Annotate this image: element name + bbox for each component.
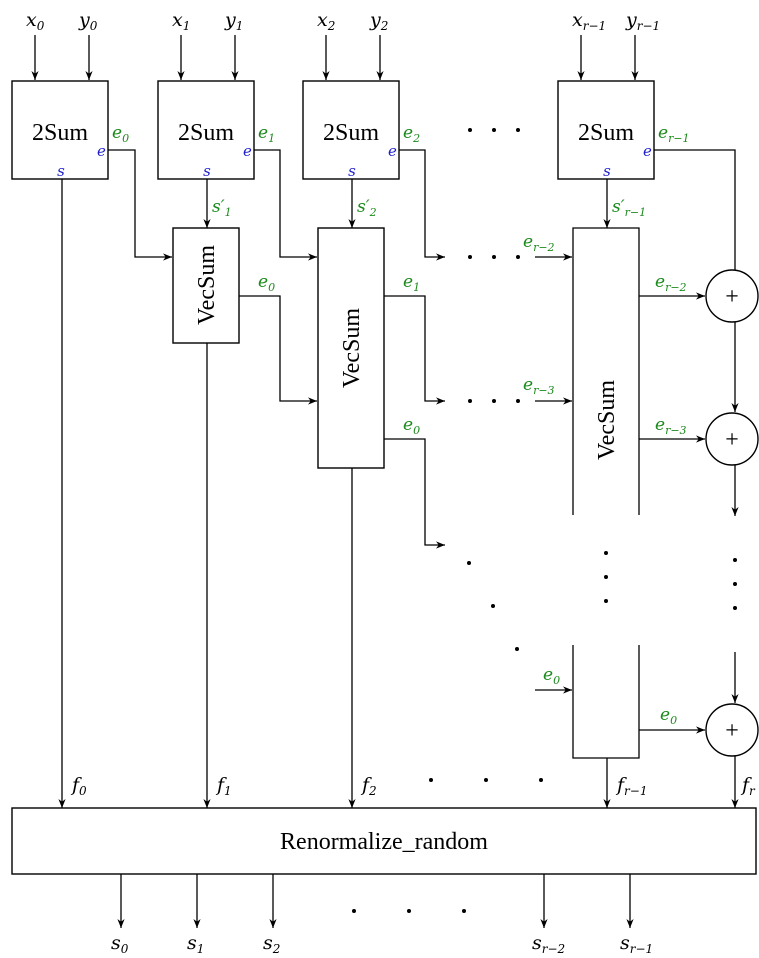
vecsumr-in-er3-label: er−3: [523, 375, 555, 397]
vecsum-label: VecSum: [194, 245, 220, 325]
ellipsis-mid-2: [468, 399, 520, 403]
s-port-label: s: [603, 162, 611, 180]
vecsumr-in-e0-label: e0: [543, 665, 560, 687]
vecsumr-out-er2-label: er−2: [655, 272, 687, 294]
ellipsis-diagonal: [467, 561, 519, 651]
fr-label: fr: [740, 774, 756, 798]
twosum-block-1: 2Sum s e: [157, 80, 255, 180]
twosum-block-2: 2Sum s e: [302, 80, 400, 180]
sr2-label: sr−2: [532, 932, 565, 956]
adder-3: +: [705, 703, 759, 757]
input-x0-label: x0: [26, 9, 45, 33]
err-label-e2: e2: [403, 123, 420, 145]
s-prime-1-label: s′1: [212, 197, 232, 219]
ellipsis-mid-1: [468, 255, 520, 259]
twosum-label: 2Sum: [178, 120, 234, 146]
renormalize-label: Renormalize_random: [280, 829, 488, 855]
plus-icon: +: [725, 284, 739, 310]
twosum-label: 2Sum: [578, 120, 634, 146]
vecsumr-out-e0-label: e0: [660, 705, 677, 727]
plus-icon: +: [725, 427, 739, 453]
vecsum1-out-label: e0: [258, 272, 275, 294]
vecsum-block-2: VecSum: [317, 227, 385, 469]
vecsum-block-r: VecSum: [572, 227, 640, 759]
s1-label: s1: [187, 932, 204, 956]
err-label-e1: e1: [258, 123, 275, 145]
ellipsis-vertical-right: [733, 558, 737, 610]
input-y0-label: y0: [78, 9, 98, 33]
vecsum1-out-wire: [239, 295, 317, 405]
vecsum-block-1: VecSum: [172, 227, 240, 344]
e-port-label: e: [97, 142, 106, 160]
vecsum2-out-e1-label: e1: [403, 272, 420, 294]
twosum-label: 2Sum: [32, 120, 88, 146]
e-port-label: e: [243, 142, 252, 160]
f1-label: f1: [215, 774, 232, 798]
input-xr1-label: xr−1: [572, 9, 606, 33]
input-x1-label: x1: [172, 9, 190, 33]
renormalize-block: Renormalize_random: [11, 807, 757, 875]
ellipsis-f: [429, 778, 543, 782]
vecsum-label: VecSum: [594, 380, 620, 460]
twosum-block-0: 2Sum s e: [11, 80, 109, 180]
sr1-label: sr−1: [620, 932, 653, 956]
s-prime-2-label: s′2: [357, 197, 377, 219]
input-y1-label: y1: [224, 9, 243, 33]
ellipsis-vertical-vecsum: [604, 551, 608, 603]
fr1-label: fr−1: [615, 774, 647, 798]
s-prime-r1-label: s′r−1: [612, 197, 646, 219]
f2-label: f2: [360, 774, 377, 798]
adder-1: +: [705, 269, 759, 323]
ellipsis-s: [352, 909, 466, 913]
vecsum-label: VecSum: [339, 308, 365, 388]
vecsum2-out-e1-wire: [384, 295, 445, 405]
s-port-label: s: [348, 162, 356, 180]
err-label-e0: e0: [112, 123, 129, 145]
f-wires: [203, 343, 611, 808]
error-wires: [108, 149, 739, 283]
vecsumr-out-er3-label: er−3: [655, 415, 687, 437]
s2-label: s2: [263, 932, 280, 956]
s-port-label: s: [57, 162, 65, 180]
vecsumr-in-er2-label: er−2: [523, 232, 555, 254]
s-wires: [58, 179, 611, 808]
adder-2: +: [705, 412, 759, 466]
input-y2-label: y2: [369, 9, 388, 33]
input-x2-label: x2: [317, 9, 335, 33]
input-yr1-label: yr−1: [625, 9, 660, 33]
e-port-label: e: [643, 142, 652, 160]
f0-label: f0: [70, 774, 87, 798]
e-port-label: e: [388, 142, 397, 160]
vecsum2-out-e0-wire: [384, 438, 445, 549]
vecsum2-out-e0-label: e0: [403, 415, 420, 437]
twosum-label: 2Sum: [323, 120, 379, 146]
err-label-er1: er−1: [658, 123, 690, 145]
s-port-label: s: [203, 162, 211, 180]
twosum-block-r1: 2Sum s e: [557, 80, 655, 180]
ellipsis-top: [468, 128, 520, 132]
s-output-wires: [117, 874, 634, 928]
plus-icon: +: [725, 718, 739, 744]
input-arrows: [31, 35, 639, 80]
s0-label: s0: [111, 932, 129, 956]
